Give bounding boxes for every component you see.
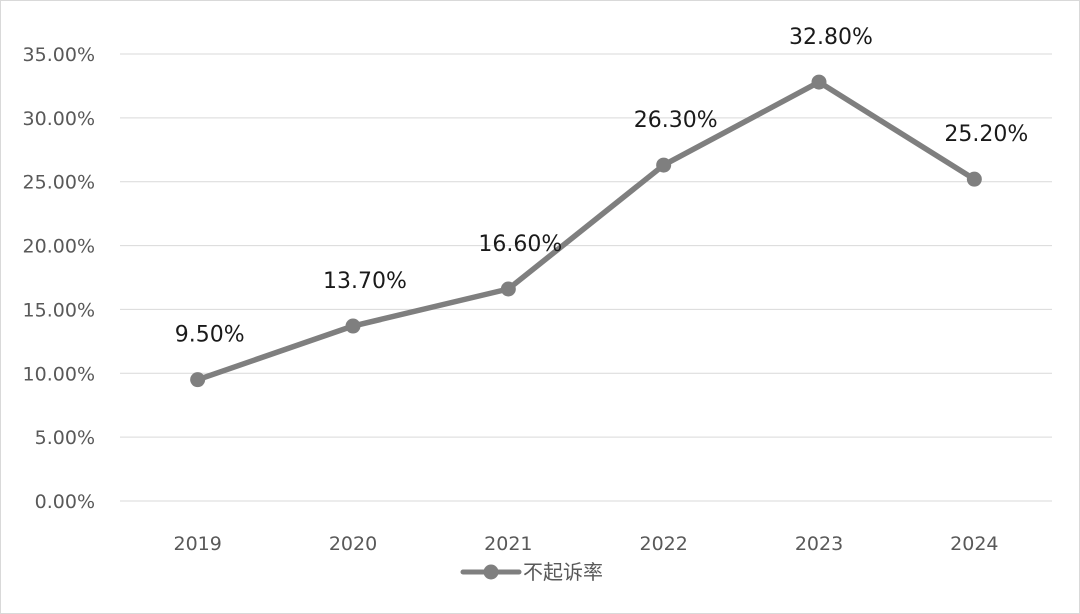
data-label: 16.60% <box>478 232 562 257</box>
y-tick-label: 5.00% <box>35 427 95 449</box>
x-tick-label: 2020 <box>329 533 377 555</box>
data-label: 13.70% <box>323 269 407 294</box>
data-point <box>345 318 361 334</box>
series-points <box>190 74 982 388</box>
x-tick-label: 2019 <box>173 533 221 555</box>
y-tick-label: 25.00% <box>23 172 95 194</box>
data-point <box>500 281 516 297</box>
x-tick-label: 2023 <box>795 533 843 555</box>
y-tick-label: 15.00% <box>23 299 95 321</box>
x-axis-tick-labels: 2019 2020 2021 2022 2023 2024 <box>173 533 998 555</box>
data-point <box>656 157 672 173</box>
y-tick-label: 0.00% <box>35 491 95 513</box>
y-tick-label: 20.00% <box>23 236 95 258</box>
series-lines <box>194 79 978 383</box>
y-tick-label: 35.00% <box>23 44 95 66</box>
data-point <box>966 171 982 187</box>
data-labels: 9.50% 13.70% 16.60% 26.30% 32.80% 25.20% <box>175 25 1029 348</box>
legend: 不起诉率 <box>460 560 603 584</box>
legend-marker-swatch <box>483 564 499 580</box>
data-point <box>811 74 827 90</box>
legend-entry-label: 不起诉率 <box>523 560 603 584</box>
series-line <box>194 79 978 383</box>
data-point <box>190 372 206 388</box>
gridlines <box>120 53 1052 502</box>
x-tick-label: 2021 <box>484 533 532 555</box>
data-label: 32.80% <box>789 25 873 50</box>
data-label: 25.20% <box>944 122 1028 147</box>
x-tick-label: 2024 <box>950 533 998 555</box>
y-axis-tick-labels: 0.00% 5.00% 10.00% 15.00% 20.00% 25.00% 30.00%… <box>23 44 95 513</box>
y-tick-label: 30.00% <box>23 108 95 130</box>
y-tick-label: 10.00% <box>23 363 95 385</box>
data-label: 26.30% <box>634 108 718 133</box>
data-label: 9.50% <box>175 323 245 348</box>
x-tick-label: 2022 <box>639 533 687 555</box>
